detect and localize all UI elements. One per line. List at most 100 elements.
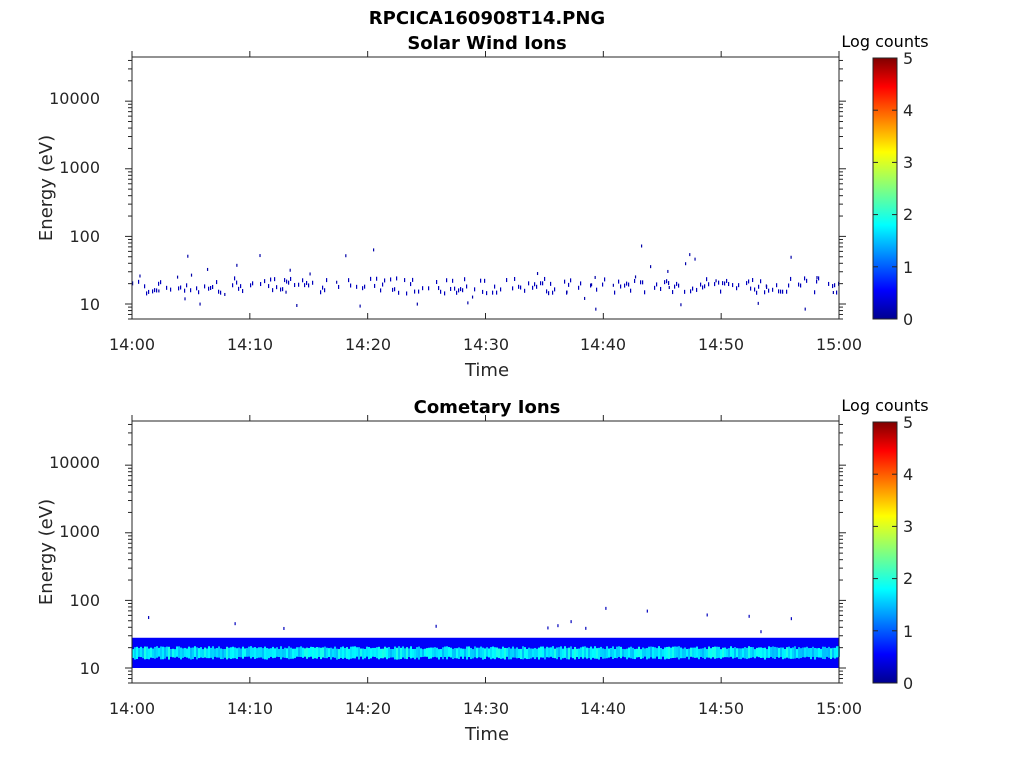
spectrogram-cell <box>148 616 150 620</box>
spectrogram-cell <box>634 649 636 660</box>
spectrogram-cell <box>380 288 382 293</box>
x-tick-label: 14:50 <box>698 335 744 354</box>
spectrogram-cell <box>624 649 626 658</box>
spectrogram-cell <box>708 646 710 658</box>
spectrogram-cell <box>384 278 386 283</box>
spectrogram-cell <box>600 646 602 657</box>
spectrogram-cell <box>676 646 678 658</box>
colorbar-tick-label: 3 <box>903 153 913 172</box>
spectrogram-cell <box>324 288 326 293</box>
spectrogram-cell <box>224 648 226 658</box>
spectrogram-cell <box>714 282 716 287</box>
x-tick-label: 15:00 <box>816 699 862 718</box>
spectrogram-cell <box>146 291 148 296</box>
spectrogram-cell <box>634 275 637 279</box>
spectrogram-cell <box>834 647 836 659</box>
spectrogram-cell <box>186 283 188 288</box>
spectrogram-cell <box>668 281 670 286</box>
spectrogram-cell <box>622 648 624 657</box>
spectrogram-cell <box>494 647 496 660</box>
spectrogram-cell <box>214 648 216 657</box>
spectrogram-cell <box>704 284 706 289</box>
spectrogram-cell <box>626 281 628 286</box>
spectrogram-cell <box>566 290 568 294</box>
spectrogram-cell <box>644 290 646 295</box>
spectrogram-cell <box>762 647 764 658</box>
figure-title: RPCICA160908T14.PNG <box>369 8 605 29</box>
spectrogram-cell <box>242 646 244 659</box>
spectrogram-cell <box>786 647 788 658</box>
spectrogram-cell <box>422 649 424 657</box>
spectrogram-cell <box>536 284 538 289</box>
spectrogram-cell <box>526 649 528 660</box>
plot-frame <box>131 56 840 320</box>
spectrogram-cell <box>558 647 560 658</box>
spectrogram-cell <box>612 283 614 287</box>
spectrogram-cell <box>678 646 680 660</box>
spectrogram-cell <box>630 288 632 293</box>
spectrogram-cell <box>780 647 782 658</box>
spectrogram-cell <box>426 648 428 657</box>
colorbar-label: Log counts <box>841 32 928 51</box>
spectrogram-cell <box>478 647 480 658</box>
spectrogram-cell <box>757 301 759 305</box>
y-tick-label: 100 <box>69 591 100 610</box>
spectrogram-cell <box>732 283 734 288</box>
spectrogram-cell <box>594 275 596 279</box>
spectrogram-cell <box>364 284 366 289</box>
spectrogram-cell <box>658 646 660 660</box>
spectrogram-cell <box>408 648 410 658</box>
spectrogram-cell <box>724 281 726 286</box>
spectrogram-cell <box>544 648 546 660</box>
spectrogram-cell <box>570 620 572 624</box>
spectrogram-cell <box>160 646 162 660</box>
spectrogram-cell <box>765 284 767 288</box>
spectrogram-cell <box>480 646 482 658</box>
spectrogram-cell <box>259 254 261 258</box>
spectrogram-cell <box>422 286 424 291</box>
spectrogram-cell <box>250 283 252 288</box>
spectrogram-cell <box>726 278 728 283</box>
spectrogram-cell <box>174 649 176 658</box>
spectrogram-cell <box>715 279 717 283</box>
spectrogram-cell <box>438 286 440 291</box>
spectrogram-cell <box>666 646 668 659</box>
spectrogram-cell <box>314 647 316 659</box>
spectrogram-cell <box>668 646 670 659</box>
spectrogram-cell <box>384 646 386 658</box>
spectrogram-cell <box>166 646 168 657</box>
spectrogram-cell <box>412 277 414 282</box>
spectrogram-cell <box>534 647 536 660</box>
spectrogram-cell <box>790 617 792 621</box>
spectrogram-cell <box>512 646 514 658</box>
spectrogram-cell <box>276 285 278 290</box>
spectrogram-cell <box>436 647 438 658</box>
spectrogram-cell <box>474 646 476 658</box>
spectrogram-cell <box>720 649 722 659</box>
spectrogram-cell <box>260 647 262 658</box>
spectrogram-cell <box>428 286 430 291</box>
spectrogram-cell <box>350 283 352 288</box>
spectrogram-cell <box>672 290 674 295</box>
spectrogram-cell <box>156 646 158 658</box>
spectrogram-cell <box>264 646 266 660</box>
spectrogram-cell <box>234 276 236 281</box>
spectrogram-cell <box>606 646 608 659</box>
spectrogram-cell <box>292 648 294 659</box>
spectrogram-cell <box>284 647 286 658</box>
spectrogram-cell <box>282 648 284 658</box>
spectrogram-cell <box>154 646 156 659</box>
spectrogram-cell <box>418 646 420 660</box>
spectrogram-cell <box>350 646 352 659</box>
spectrogram-cell <box>718 280 720 285</box>
spectrogram-cell <box>138 279 140 284</box>
spectrogram-cell <box>656 282 658 287</box>
y-tick-label: 10000 <box>49 453 100 472</box>
spectrogram-cell <box>624 283 626 288</box>
spectrogram-cell <box>406 291 408 296</box>
spectrogram-cell <box>234 622 236 626</box>
spectrogram-cell <box>689 253 691 257</box>
spectrogram-cell <box>300 646 302 657</box>
spectrogram-cell <box>784 648 786 659</box>
